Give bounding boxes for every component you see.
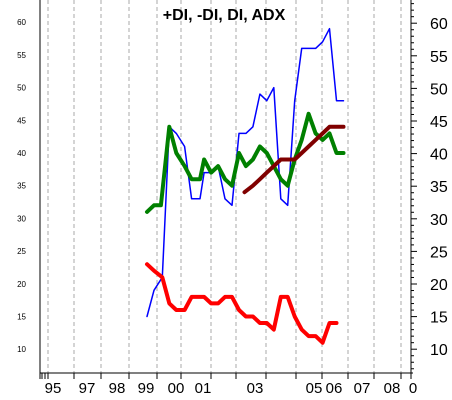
y-tick-label-right: 60 — [430, 16, 448, 33]
chart-title: +DI, -DI, DI, ADX — [163, 7, 286, 24]
x-tick-label: 06 — [326, 380, 343, 397]
x-tick-label: 98 — [109, 380, 126, 397]
y-tick-label-left: 20 — [17, 280, 26, 289]
x-tick-label: 97 — [79, 380, 96, 397]
y-tick-label-right: 40 — [430, 147, 448, 164]
x-tick-label: 07 — [354, 380, 371, 397]
x-tick-label: 99 — [138, 380, 155, 397]
series-line-1 — [146, 27, 345, 318]
y-tick-label-right: 55 — [430, 49, 448, 66]
x-tick-label: 0 — [409, 380, 417, 397]
series-line-4 — [242, 124, 346, 195]
y-tick-label-left: 55 — [17, 51, 26, 60]
y-tick-label-right: 35 — [430, 179, 448, 196]
y-tick-label-left: 15 — [17, 313, 26, 322]
y-tick-label-left: 40 — [17, 149, 26, 158]
series-line-2 — [145, 111, 346, 214]
y-tick-label-left: 60 — [17, 18, 26, 27]
y-tick-label-left: 50 — [17, 84, 26, 93]
y-tick-label-left: 30 — [17, 214, 26, 223]
x-tick-label: 00 — [168, 380, 185, 397]
y-tick-label-left: 25 — [17, 247, 26, 256]
y-tick-label-right: 45 — [430, 114, 448, 131]
x-tick-label: 05 — [306, 380, 323, 397]
x-tick-label: 01 — [195, 380, 212, 397]
x-tick-label: 08 — [384, 380, 401, 397]
y-tick-label-right: 50 — [430, 81, 448, 98]
y-tick-label-right: 25 — [430, 244, 448, 261]
series-line-3 — [145, 262, 339, 345]
y-tick-label-right: 10 — [430, 342, 448, 359]
y-tick-label-right: 20 — [430, 277, 448, 294]
y-tick-label-left: 35 — [17, 182, 26, 191]
y-tick-label-right: 30 — [430, 212, 448, 229]
axes: 10 15 20 25 30 35 40 45 50 55 60 10 15 20 25 30 35 40 45 50… — [17, 0, 448, 397]
x-tick-label: 95 — [45, 380, 62, 397]
y-tick-label-left: 45 — [17, 116, 26, 125]
x-tick-label: 03 — [247, 380, 264, 397]
series-group — [145, 27, 346, 345]
grid-lines — [47, 0, 402, 373]
y-tick-label-left: 10 — [17, 345, 26, 354]
y-tick-label-right: 15 — [430, 310, 448, 327]
